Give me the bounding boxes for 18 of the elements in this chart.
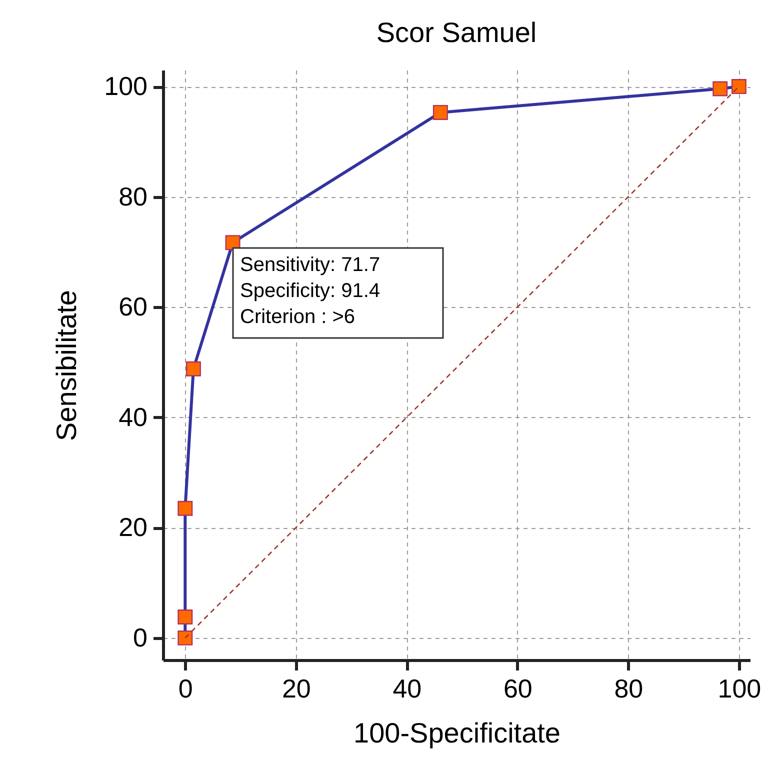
x-tick-label: 40 [392,674,422,704]
y-tick-label: 100 [104,71,148,102]
x-tick-label: 100 [718,674,762,704]
annotation: Sensitivity: 71.7 [240,254,380,276]
x-tick-label: 0 [178,674,193,704]
y-tick-label: 60 [118,292,148,322]
y-tick-label: 20 [118,512,148,542]
annotation: Specificity: 91.4 [240,280,380,302]
y-tick-label: 40 [118,402,148,432]
x-tick-label: 80 [614,674,644,704]
y-tick-label: 0 [133,622,148,652]
y-axis-title: Sensibilitate [51,290,82,441]
x-axis-title: 100-Specificitate [353,718,561,748]
x-tick-label: 20 [282,674,311,704]
annotation: Criterion : >6 [240,306,356,328]
y-tick-label: 80 [118,181,148,212]
chart-title: Scor Samuel [376,17,537,48]
x-tick-label: 60 [503,674,532,704]
